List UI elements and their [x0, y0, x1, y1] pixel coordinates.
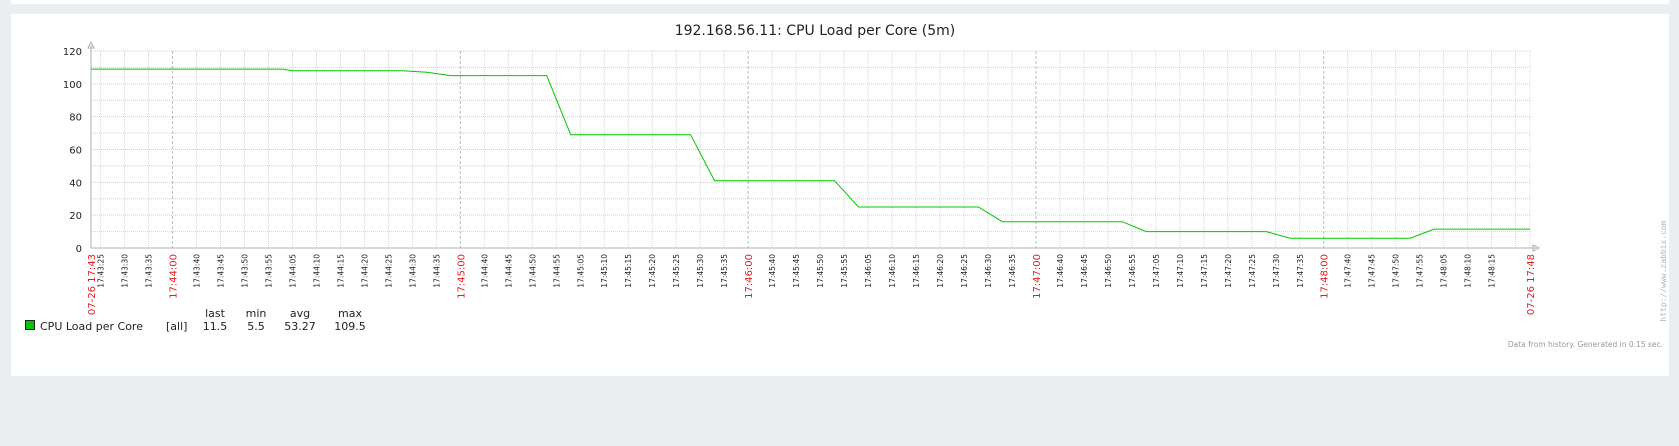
x-tick-label: 17:47:25	[1248, 254, 1257, 288]
x-tick-label: 17:43:30	[121, 254, 130, 288]
x-axis-labels: 07-26 17:43 07-26 17:48 17:44:00 17:45:00 17…	[87, 254, 1537, 315]
x-tick-label: 17:44:25	[384, 254, 393, 288]
x-end-label: 07-26 17:48	[1526, 254, 1537, 315]
x-tick-label: 17:45:45	[792, 254, 801, 288]
x-tick-label: 17:45:50	[816, 254, 825, 288]
x-tick-label: 17:47:20	[1224, 254, 1233, 288]
y-tick-label: 80	[69, 113, 82, 124]
x-tick-label: 17:43:25	[97, 254, 106, 288]
legend-header: max	[338, 307, 362, 320]
graph-title: 192.168.56.11: CPU Load per Core (5m)	[675, 23, 956, 39]
legend-value: 11.5	[203, 320, 228, 333]
series-lines	[91, 68, 1530, 239]
x-minute-label: 17:48:00	[1320, 254, 1331, 299]
x-tick-label: 17:45:15	[624, 254, 633, 288]
x-tick-label: 17:45:25	[672, 254, 681, 288]
zabbix-watermark: http://www.zabbix.com	[1659, 220, 1668, 321]
x-tick-label: 17:44:10	[312, 254, 321, 288]
y-tick-label: 20	[69, 211, 82, 222]
legend-value: 109.5	[334, 320, 366, 333]
graph-panel: 192.168.56.11: CPU Load per Core (5m) 0 2…	[11, 14, 1669, 376]
x-tick-label: 17:47:10	[1176, 254, 1185, 288]
x-tick-label: 17:43:50	[240, 254, 249, 288]
legend-function: [all]	[166, 320, 187, 333]
x-tick-label: 17:46:20	[936, 254, 945, 288]
x-tick-label: 17:46:15	[912, 254, 921, 288]
y-axis-arrow	[87, 40, 95, 49]
y-tick-label: 100	[63, 80, 82, 91]
x-tick-label: 17:48:05	[1440, 254, 1449, 288]
legend-value: 53.27	[284, 320, 316, 333]
x-tick-label: 17:44:30	[408, 254, 417, 288]
y-tick-label: 60	[69, 146, 82, 157]
x-tick-label: 17:43:40	[193, 254, 202, 288]
x-tick-label: 17:48:15	[1488, 254, 1497, 288]
x-tick-label: 17:47:30	[1272, 254, 1281, 288]
legend-series-name: CPU Load per Core	[40, 320, 143, 333]
x-tick-label: 17:43:55	[264, 254, 273, 288]
x-tick-label: 17:43:35	[145, 254, 154, 288]
x-tick-label: 17:47:35	[1296, 254, 1305, 288]
x-tick-label: 17:44:50	[528, 254, 537, 288]
grid-lines	[91, 50, 1531, 248]
legend-header: min	[246, 307, 267, 320]
x-tick-label: 17:46:05	[864, 254, 873, 288]
x-tick-label: 17:46:40	[1056, 254, 1065, 288]
x-tick-label: 17:47:55	[1416, 254, 1425, 288]
x-tick-label: 17:44:15	[336, 254, 345, 288]
x-tick-label: 17:47:50	[1392, 254, 1401, 288]
axes	[87, 40, 1541, 252]
page-top-strip	[11, 0, 1669, 4]
x-tick-label: 17:46:35	[1008, 254, 1017, 288]
y-axis-labels: 0 20 40 60 80 100 120	[63, 47, 82, 255]
x-axis-arrow	[1532, 244, 1541, 252]
x-tick-label: 17:48:10	[1464, 254, 1473, 288]
y-tick-label: 40	[69, 178, 82, 189]
legend-value: 5.5	[247, 320, 265, 333]
x-tick-label: 17:44:05	[288, 254, 297, 288]
x-tick-label: 17:46:45	[1080, 254, 1089, 288]
x-tick-label: 17:46:30	[984, 254, 993, 288]
x-start-label: 07-26 17:43	[87, 254, 98, 315]
x-tick-label: 17:44:40	[480, 254, 489, 288]
x-tick-label: 17:45:20	[648, 254, 657, 288]
x-minute-label: 17:46:00	[744, 254, 755, 299]
x-tick-label: 17:45:30	[696, 254, 705, 288]
x-tick-label: 17:47:45	[1368, 254, 1377, 288]
x-tick-label: 17:47:05	[1152, 254, 1161, 288]
x-tick-label: 17:44:45	[504, 254, 513, 288]
x-tick-label: 17:44:20	[360, 254, 369, 288]
legend-swatch	[25, 320, 35, 330]
legend-header: avg	[290, 307, 310, 320]
x-minute-label: 17:44:00	[169, 254, 180, 299]
cpu-load-graph: 192.168.56.11: CPU Load per Core (5m) 0 2…	[25, 23, 1668, 349]
y-tick-label: 0	[76, 244, 82, 255]
x-tick-label: 17:46:50	[1104, 254, 1113, 288]
x-tick-label: 17:45:55	[840, 254, 849, 288]
x-tick-label: 17:47:40	[1344, 254, 1353, 288]
x-tick-label: 17:43:45	[217, 254, 226, 288]
x-tick-label: 17:45:10	[600, 254, 609, 288]
x-minute-label: 17:47:00	[1032, 254, 1043, 299]
x-tick-label: 17:45:05	[576, 254, 585, 288]
legend: last min avg max CPU Load per Core [all] 11.5 5…	[25, 307, 366, 333]
x-tick-label: 17:47:15	[1200, 254, 1209, 288]
x-tick-label: 17:44:55	[552, 254, 561, 288]
x-tick-label: 17:44:35	[432, 254, 441, 288]
x-tick-label: 17:46:10	[888, 254, 897, 288]
x-minute-label: 17:45:00	[456, 254, 467, 299]
y-tick-label: 120	[63, 47, 82, 58]
x-tick-label: 17:46:55	[1128, 254, 1137, 288]
x-tick-label: 17:46:25	[960, 254, 969, 288]
generated-footer: Data from history. Generated in 0.15 sec…	[1508, 340, 1663, 349]
x-tick-label: 17:45:40	[768, 254, 777, 288]
series-line	[91, 68, 1530, 239]
x-tick-label: 17:45:35	[720, 254, 729, 288]
legend-header: last	[205, 307, 226, 320]
